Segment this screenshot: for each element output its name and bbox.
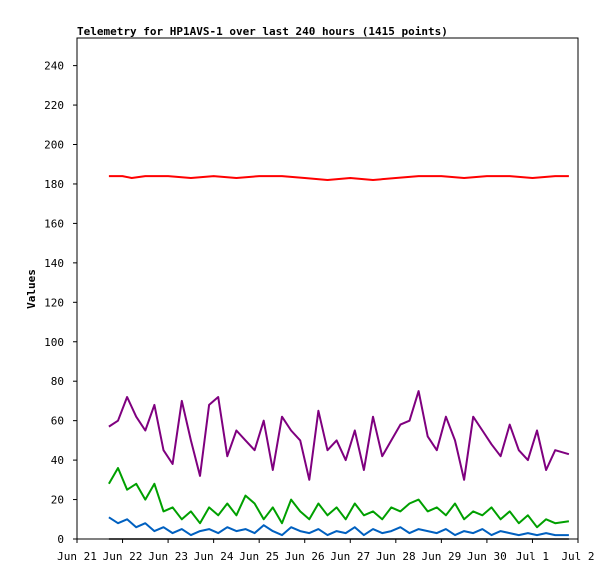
y-tick-label: 20	[51, 494, 64, 507]
x-tick-label: Jun 27	[330, 550, 370, 563]
y-axis: 0 20 40 60 80 100 120 140 160 180 200 220 240	[44, 60, 77, 546]
x-tick-label: Jun 26	[285, 550, 325, 563]
y-tick-label: 120	[44, 296, 64, 309]
plot-frame	[76, 37, 579, 540]
x-axis: Jun 21 Jun 22 Jun 23 Jun 24 Jun 25 Jun 26 Jun …	[57, 539, 595, 563]
y-tick-label: 180	[44, 178, 64, 191]
y-tick-label: 220	[44, 99, 64, 112]
series-line-2	[108, 467, 570, 529]
x-tick-label: Jun 29	[421, 550, 461, 563]
series-layer	[108, 175, 570, 540]
x-tick-label: Jul 2	[561, 550, 594, 563]
x-tick-label: Jun 28	[376, 550, 416, 563]
y-tick-label: 0	[57, 533, 64, 546]
y-tick-label: 100	[44, 336, 64, 349]
x-tick-label: Jun 23	[148, 550, 188, 563]
series-line-0	[108, 175, 569, 181]
x-tick-label: Jun 30	[467, 550, 507, 563]
y-tick-label: 140	[44, 257, 64, 270]
y-tick-label: 60	[51, 415, 64, 428]
x-tick-label: Jun 24	[194, 550, 234, 563]
y-tick-label: 160	[44, 217, 64, 230]
x-tick-label: Jul 1	[516, 550, 549, 563]
x-tick-label: Jun 22	[103, 550, 143, 563]
chart-title: Telemetry for HP1AVS-1 over last 240 hou…	[77, 25, 448, 38]
x-tick-label: Jun 25	[239, 550, 279, 563]
series-line-3	[108, 516, 569, 537]
series-line-1	[108, 390, 570, 481]
y-tick-label: 240	[44, 60, 64, 73]
y-axis-label: Values	[25, 269, 38, 309]
y-tick-label: 200	[44, 139, 64, 152]
x-tick-label: Jun 21	[57, 550, 97, 563]
y-tick-label: 40	[51, 454, 64, 467]
y-tick-label: 80	[51, 375, 64, 388]
